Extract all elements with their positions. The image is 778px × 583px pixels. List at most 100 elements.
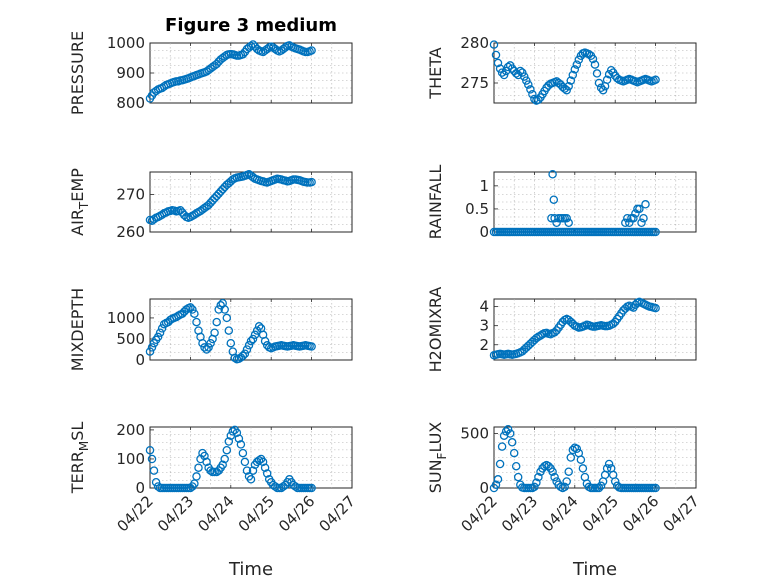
y-axis-label: SUNFLUX <box>426 422 449 494</box>
data-point <box>307 483 316 493</box>
data-points <box>489 170 660 237</box>
data-point <box>503 424 513 434</box>
data-point <box>570 65 580 74</box>
data-point <box>244 341 254 350</box>
data-point <box>562 213 571 223</box>
data-point <box>240 457 250 467</box>
data-point <box>501 427 511 436</box>
y-axis-label: AIRTEMP <box>68 168 91 236</box>
data-point <box>220 305 229 314</box>
data-point <box>190 309 199 318</box>
y-tick-label: 500 <box>460 425 489 443</box>
data-point <box>564 218 573 228</box>
subplot-5: 0 500 1000 MIXDEPTH <box>68 288 353 371</box>
y-tick-label: 1000 <box>107 34 145 52</box>
data-point <box>200 343 209 352</box>
subplot-6: 234 H2OMIXRA <box>426 287 697 373</box>
data-point <box>242 466 252 475</box>
data-point <box>270 482 280 491</box>
data-point <box>564 467 573 476</box>
data-point <box>307 46 316 55</box>
data-point <box>520 72 529 81</box>
x-axis-label-right: Time <box>572 559 617 580</box>
data-point <box>588 54 598 64</box>
data-point <box>530 94 539 104</box>
y-tick-label: 900 <box>116 64 145 82</box>
data-point <box>562 85 571 95</box>
data-point <box>238 50 248 59</box>
data-point <box>254 322 264 331</box>
y-axis-label: MIXDEPTH <box>68 288 87 371</box>
data-point <box>204 343 213 352</box>
y-tick-label: 0.5 <box>465 200 489 218</box>
data-point <box>228 427 238 436</box>
data-point <box>604 459 614 469</box>
data-point <box>637 218 646 228</box>
data-point <box>623 213 632 223</box>
y-axis-label: THETA <box>426 47 445 99</box>
data-point <box>206 466 215 475</box>
data-point <box>544 461 553 471</box>
data-point <box>534 95 543 105</box>
data-point <box>222 313 232 323</box>
y-tick-label: 0 <box>135 351 145 369</box>
data-point <box>532 478 541 487</box>
data-point <box>598 85 608 95</box>
data-point <box>564 81 573 91</box>
grid <box>150 43 352 103</box>
data-point <box>226 338 236 348</box>
data-point <box>149 466 159 475</box>
data-point <box>572 60 582 69</box>
data-point <box>147 454 157 464</box>
data-point <box>578 464 588 473</box>
y-tick-label: 100 <box>116 450 145 468</box>
data-point <box>651 75 660 85</box>
data-point <box>250 330 260 340</box>
data-point <box>505 429 515 438</box>
data-point <box>206 338 215 348</box>
data-point <box>240 349 250 358</box>
y-axis-label: H2OMIXRA <box>426 287 445 373</box>
data-point <box>604 69 614 79</box>
data-point <box>212 317 221 327</box>
data-point <box>548 170 557 179</box>
data-point <box>493 475 503 484</box>
data-point <box>574 55 584 65</box>
data-point <box>528 89 537 99</box>
data-point <box>238 351 248 361</box>
data-points <box>489 40 660 105</box>
grid <box>150 172 352 232</box>
y-tick-label: 1000 <box>107 309 145 327</box>
subplot-2: 275 280 THETA <box>426 34 697 105</box>
data-point <box>534 472 543 482</box>
data-point <box>639 213 648 223</box>
data-point <box>155 328 165 337</box>
data-point <box>592 69 602 78</box>
data-point <box>497 442 507 451</box>
data-point <box>602 75 612 85</box>
data-point <box>246 475 256 484</box>
y-tick-label: 200 <box>116 421 145 439</box>
data-point <box>220 454 229 464</box>
data-point <box>562 477 571 486</box>
data-point <box>629 213 638 223</box>
data-point <box>513 70 523 80</box>
data-point <box>497 68 507 77</box>
y-tick-label: 0 <box>135 479 145 497</box>
grid <box>494 172 696 232</box>
data-point <box>596 481 606 491</box>
data-point <box>145 347 155 356</box>
data-points <box>489 297 660 360</box>
data-point <box>198 338 207 348</box>
data-point <box>522 76 531 85</box>
data-points <box>489 424 660 493</box>
data-point <box>210 328 219 337</box>
subplot-3: 260 270 AIRTEMP <box>68 168 353 241</box>
data-point <box>281 43 290 52</box>
figure-title: Figure 3 medium <box>165 15 337 36</box>
data-point <box>503 62 513 72</box>
data-point <box>222 445 232 455</box>
y-tick-label: 0 <box>479 479 489 497</box>
data-point <box>576 455 586 464</box>
